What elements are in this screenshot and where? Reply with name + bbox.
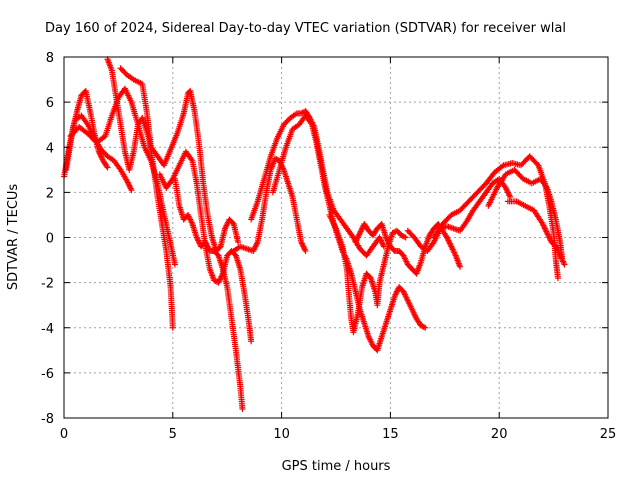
data-point-markers — [352, 220, 464, 277]
data-point-markers — [156, 148, 255, 345]
data-point-markers — [171, 175, 246, 412]
y-tick-label: -2 — [41, 277, 54, 292]
y-tick-label: 4 — [46, 141, 54, 156]
y-tick-label: 0 — [46, 232, 54, 247]
series-arc7 — [171, 175, 246, 412]
x-tick-label: 0 — [60, 427, 68, 442]
series-arc14 — [430, 153, 561, 282]
y-tick-label: -4 — [41, 322, 54, 337]
series-arc12 — [352, 220, 464, 277]
series-arc6 — [156, 148, 255, 345]
data-layer — [61, 56, 568, 412]
series-arc16 — [504, 198, 568, 268]
series-arc8 — [230, 155, 309, 255]
data-point-markers — [230, 155, 309, 255]
axis-layer: 0 5 10 15 20 25 -8 -6 -4 -2 0 2 4 6 8 — [41, 51, 616, 442]
y-tick-label: -6 — [41, 367, 54, 382]
y-tick-label: 2 — [46, 186, 54, 201]
x-tick-label: 20 — [491, 427, 508, 442]
data-point-markers — [104, 56, 176, 331]
chart-title: Day 160 of 2024, Sidereal Day-to-day VTE… — [45, 21, 566, 36]
y-tick-label: 8 — [46, 51, 54, 66]
data-point-markers — [117, 65, 242, 255]
data-point-markers — [430, 153, 561, 282]
y-tick-label: 6 — [46, 96, 54, 111]
series-arc15 — [485, 166, 566, 264]
series-arc4 — [104, 56, 176, 331]
y-axis-label: SDTVAR / TECUs — [6, 184, 21, 291]
x-tick-label: 5 — [169, 427, 177, 442]
series-arc5 — [117, 65, 242, 255]
y-tick-label: -8 — [41, 412, 54, 427]
x-axis-label: GPS time / hours — [282, 459, 391, 474]
data-point-markers — [485, 166, 566, 264]
x-tick-label: 15 — [382, 427, 399, 442]
x-tick-label: 10 — [273, 427, 290, 442]
data-point-markers — [504, 198, 568, 268]
x-tick-label: 25 — [600, 427, 617, 442]
